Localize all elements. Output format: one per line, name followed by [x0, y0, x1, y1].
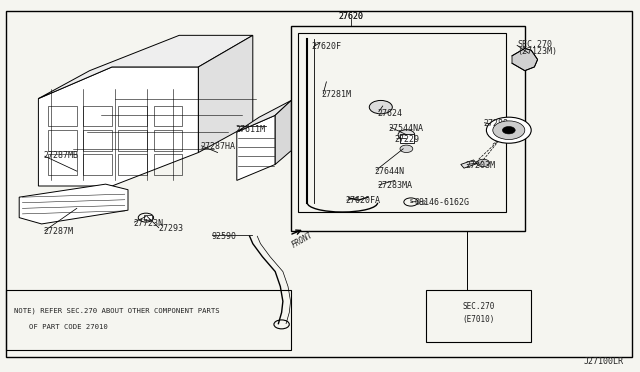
Text: 27644N: 27644N — [374, 167, 404, 176]
Text: FRONT: FRONT — [290, 230, 314, 250]
Text: NOTE) REFER SEC.270 ABOUT OTHER COMPONENT PARTS: NOTE) REFER SEC.270 ABOUT OTHER COMPONEN… — [14, 307, 220, 314]
Text: 27203M: 27203M — [466, 161, 496, 170]
Polygon shape — [237, 100, 291, 132]
Text: J27100LR: J27100LR — [584, 357, 624, 366]
Text: (27123M): (27123M) — [517, 47, 557, 56]
Bar — [48, 130, 77, 151]
Polygon shape — [512, 48, 538, 71]
Bar — [154, 130, 182, 151]
Bar — [154, 154, 182, 175]
Bar — [6, 290, 291, 350]
Text: 27723N: 27723N — [133, 219, 163, 228]
Text: SEC.270: SEC.270 — [463, 302, 495, 311]
Bar — [48, 154, 77, 175]
Bar — [144, 215, 152, 220]
Circle shape — [486, 117, 531, 143]
Text: 27293: 27293 — [158, 224, 183, 233]
Text: 92590: 92590 — [211, 232, 236, 241]
Bar — [400, 134, 414, 143]
Circle shape — [398, 130, 415, 140]
Circle shape — [369, 100, 392, 114]
Polygon shape — [237, 115, 275, 180]
Bar — [118, 106, 147, 126]
Polygon shape — [198, 35, 253, 153]
Bar — [154, 106, 182, 126]
Bar — [48, 106, 77, 126]
Text: 27281M: 27281M — [322, 90, 352, 99]
Text: 27287M: 27287M — [44, 227, 74, 236]
Text: 27544NA: 27544NA — [388, 124, 424, 133]
Polygon shape — [461, 160, 477, 168]
Text: (E7010): (E7010) — [463, 315, 495, 324]
Bar — [83, 130, 112, 151]
Circle shape — [400, 145, 413, 153]
Text: 08146-6162G: 08146-6162G — [415, 198, 470, 207]
Text: 27287HA: 27287HA — [200, 142, 236, 151]
Bar — [291, 26, 525, 231]
Bar — [83, 106, 112, 126]
Polygon shape — [19, 184, 128, 224]
Polygon shape — [38, 35, 253, 99]
Bar — [118, 154, 147, 175]
Bar — [83, 154, 112, 175]
Bar — [426, 290, 531, 342]
Text: OF PART CODE 27010: OF PART CODE 27010 — [29, 324, 108, 330]
Text: 27283MA: 27283MA — [378, 182, 413, 190]
Bar — [298, 33, 506, 212]
Text: C①: C① — [419, 201, 428, 206]
Text: 27287MB: 27287MB — [44, 151, 79, 160]
Text: 27620: 27620 — [338, 12, 364, 21]
Circle shape — [493, 121, 525, 140]
Circle shape — [502, 126, 515, 134]
Circle shape — [477, 159, 490, 167]
Text: 27620F: 27620F — [312, 42, 342, 51]
Text: 27620FA: 27620FA — [346, 196, 381, 205]
Text: 27611M: 27611M — [236, 125, 266, 134]
Text: 27229: 27229 — [395, 135, 420, 144]
Polygon shape — [38, 67, 198, 186]
Text: 27289: 27289 — [483, 119, 508, 128]
Polygon shape — [275, 100, 291, 164]
Bar — [118, 130, 147, 151]
Text: SEC.270: SEC.270 — [517, 40, 552, 49]
Text: S: S — [409, 199, 413, 205]
Text: 27624: 27624 — [378, 109, 403, 118]
Text: 27620: 27620 — [338, 12, 364, 21]
